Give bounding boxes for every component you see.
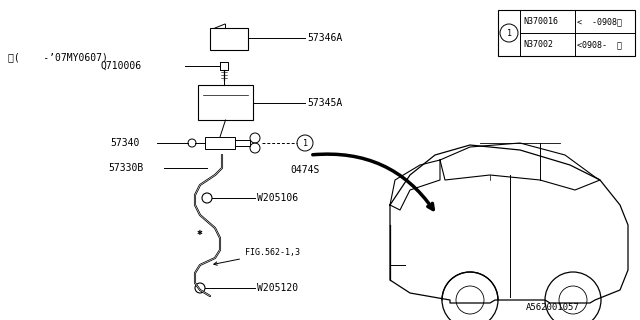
- Text: ✱: ✱: [196, 230, 202, 236]
- Text: W205106: W205106: [257, 193, 298, 203]
- Bar: [205, 137, 235, 149]
- Text: Q710006: Q710006: [100, 61, 141, 71]
- Text: 57330B: 57330B: [108, 163, 143, 173]
- Bar: [210, 28, 248, 50]
- Text: W205120: W205120: [257, 283, 298, 293]
- Text: ※(    -’07MY0607): ※( -’07MY0607): [8, 52, 108, 62]
- Text: <  -0908〉: < -0908〉: [577, 17, 622, 26]
- Text: N37002: N37002: [523, 40, 553, 49]
- Bar: [498, 10, 635, 56]
- Text: 1: 1: [303, 139, 307, 148]
- Text: 57345A: 57345A: [307, 98, 342, 108]
- Text: A562001057: A562001057: [526, 303, 580, 312]
- Text: 1: 1: [506, 28, 511, 37]
- Text: <0908-  〉: <0908- 〉: [577, 40, 622, 49]
- Bar: [198, 85, 253, 120]
- Text: 57340: 57340: [110, 138, 140, 148]
- Text: 57346A: 57346A: [307, 33, 342, 43]
- Text: 0474S: 0474S: [290, 165, 319, 175]
- Text: FIG.562-1,3: FIG.562-1,3: [214, 248, 300, 265]
- Text: N370016: N370016: [523, 17, 558, 26]
